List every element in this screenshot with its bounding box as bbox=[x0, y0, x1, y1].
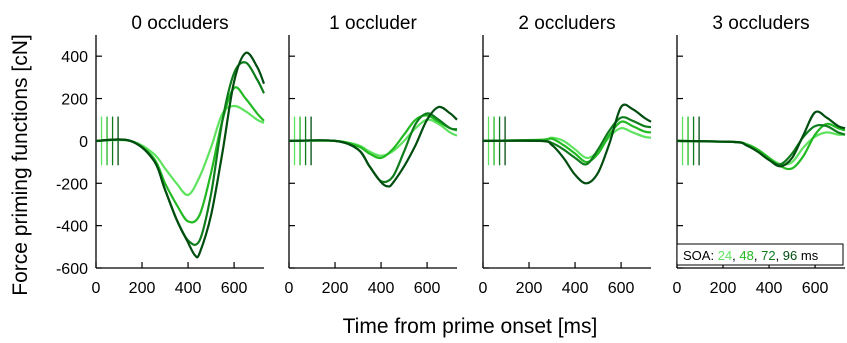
series-line-soa-24 bbox=[288, 118, 458, 157]
panel-title: 1 occluder bbox=[329, 13, 417, 34]
series-line-soa-96 bbox=[676, 110, 846, 168]
x-axis-label: Time from prime onset [ms] bbox=[343, 315, 598, 338]
series-line-soa-96 bbox=[95, 51, 266, 259]
series-line-soa-24 bbox=[95, 104, 265, 197]
legend-sep-1: , bbox=[732, 248, 739, 263]
legend-prefix: SOA: bbox=[683, 248, 718, 263]
series-line-soa-96 bbox=[482, 103, 652, 185]
legend-entry-72: 72 bbox=[761, 248, 775, 263]
x-tick-label: 400 bbox=[756, 280, 783, 297]
x-tick-label: 600 bbox=[414, 280, 441, 297]
x-tick-label: 0 bbox=[479, 280, 488, 297]
panel-1: 1 occluder 0 200 400 600 bbox=[285, 13, 458, 297]
x-tick-label: 200 bbox=[322, 280, 349, 297]
y-tick-label: -200 bbox=[56, 176, 88, 193]
x-tick-label: 0 bbox=[285, 280, 294, 297]
x-tick-label: 200 bbox=[710, 280, 737, 297]
series-line-soa-96 bbox=[288, 105, 458, 188]
legend-suffix: ms bbox=[797, 248, 818, 263]
legend: SOA: 24, 48, 72, 96 ms bbox=[676, 243, 844, 266]
panel-2: 2 occluders 0 200 400 600 bbox=[479, 13, 652, 297]
x-tick-label: 0 bbox=[673, 280, 682, 297]
legend-entry-48: 48 bbox=[739, 248, 753, 263]
x-tick-label: 400 bbox=[562, 280, 589, 297]
x-tick-label: 600 bbox=[221, 280, 248, 297]
y-tick-label: 200 bbox=[61, 92, 88, 109]
panel-title: 2 occluders bbox=[518, 13, 615, 34]
series-line-soa-24 bbox=[676, 131, 846, 166]
series-line-soa-72 bbox=[482, 116, 652, 166]
x-tick-label: 600 bbox=[802, 280, 829, 297]
x-tick-label: 200 bbox=[516, 280, 543, 297]
legend-sep-3: , bbox=[776, 248, 783, 263]
panel-title: 3 occluders bbox=[712, 13, 809, 34]
series-line-soa-48 bbox=[95, 86, 265, 224]
y-tick-label: 0 bbox=[79, 134, 88, 151]
x-tick-label: 600 bbox=[608, 280, 635, 297]
x-tick-label: 200 bbox=[129, 280, 156, 297]
y-tick-label: 400 bbox=[61, 49, 88, 66]
x-tick-label: 0 bbox=[92, 280, 101, 297]
x-tick-label: 400 bbox=[368, 280, 395, 297]
legend-box bbox=[676, 243, 844, 266]
y-tick-label: -600 bbox=[56, 261, 88, 278]
series-line-soa-48 bbox=[676, 122, 846, 171]
series-line-soa-48 bbox=[288, 114, 458, 160]
panel-3: 3 occluders 0 200 400 600 bbox=[673, 13, 846, 297]
panel-title: 0 occluders bbox=[131, 13, 228, 34]
legend-sep-2: , bbox=[754, 248, 761, 263]
legend-text: SOA: 24, 48, 72, 96 ms bbox=[683, 248, 819, 263]
y-tick-label: -400 bbox=[56, 219, 88, 236]
x-tick-label: 400 bbox=[175, 280, 202, 297]
y-axis-label: Force priming functions [cN] bbox=[9, 34, 32, 295]
series-line-soa-72 bbox=[676, 123, 846, 166]
legend-entry-24: 24 bbox=[718, 248, 732, 263]
series-line-soa-24 bbox=[482, 127, 652, 160]
legend-entry-96: 96 bbox=[783, 248, 797, 263]
